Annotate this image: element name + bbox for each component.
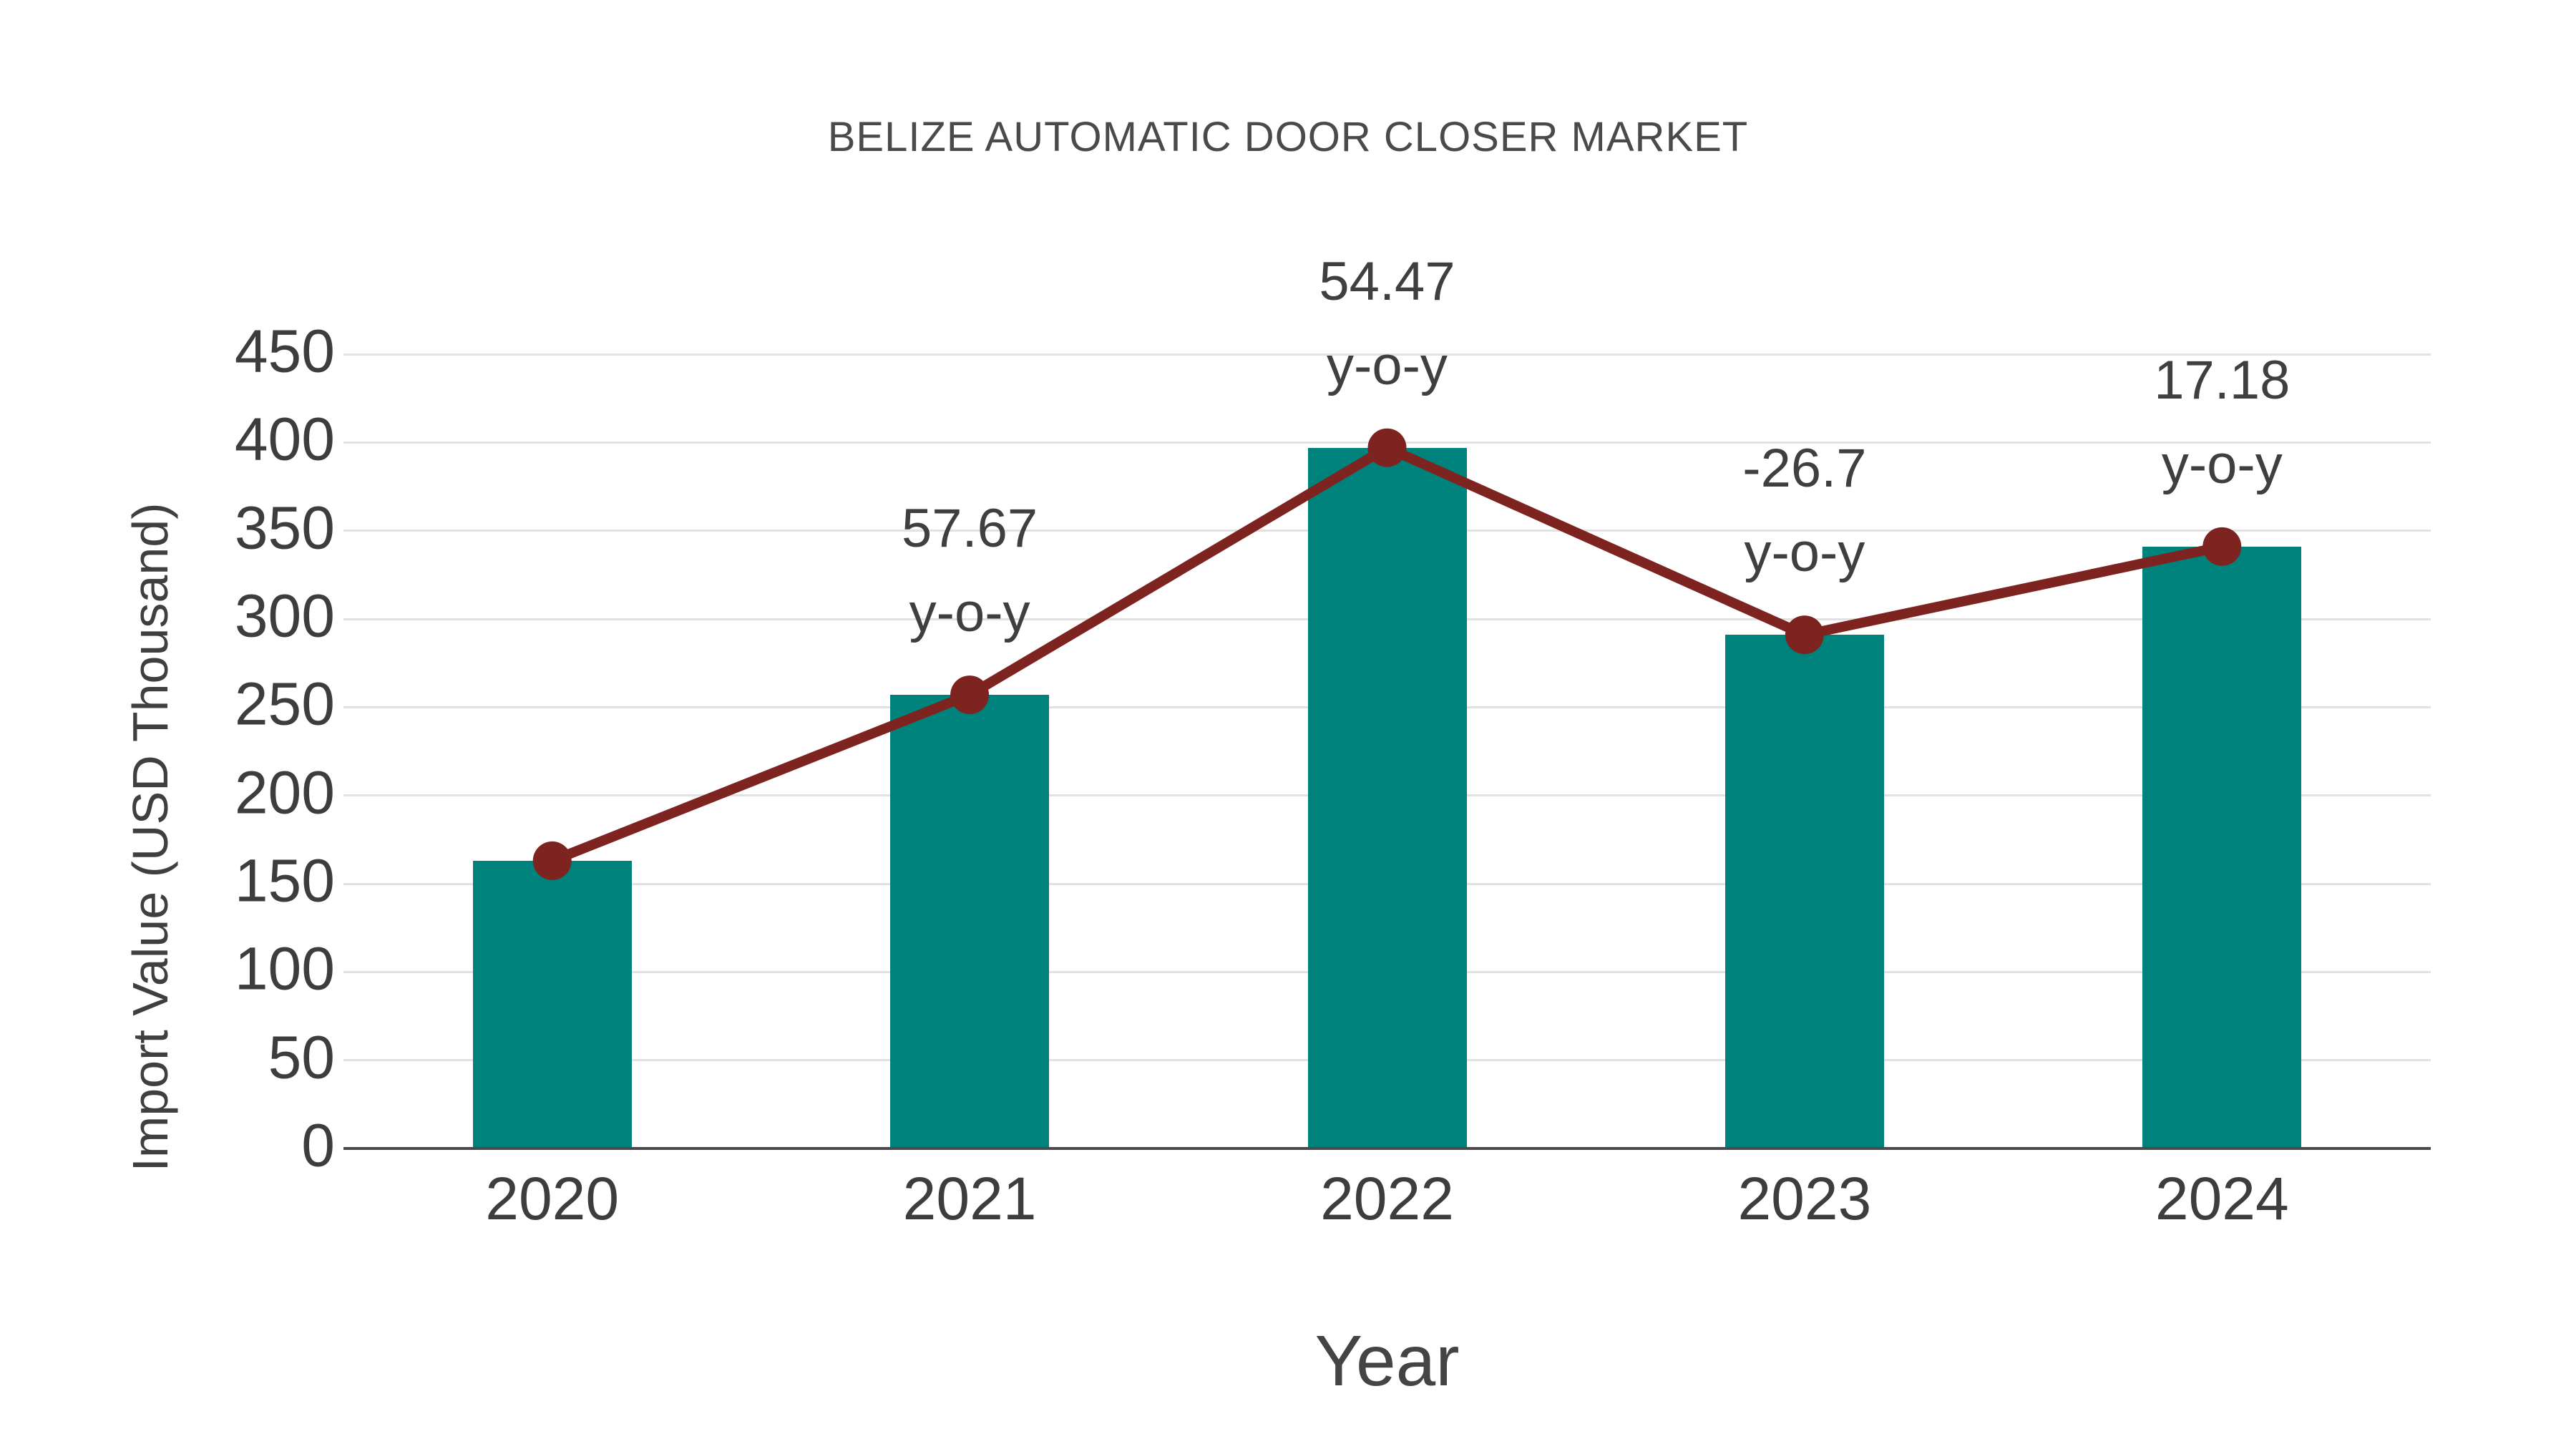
y-axis-title: Import Value (USD Thousand) <box>122 502 178 1172</box>
y-tick-label-100: 100 <box>234 935 335 1002</box>
annotation-suffix: y-o-y <box>909 582 1030 644</box>
annotation-2023: -26.7 y-o-y <box>1742 426 1866 595</box>
y-tick-label-150: 150 <box>234 847 335 914</box>
y-tick-label-350: 350 <box>234 494 335 562</box>
trend-marker-2024 <box>2202 527 2242 566</box>
y-tick-label-300: 300 <box>234 582 335 650</box>
bar-2023 <box>1724 635 1884 1148</box>
y-tick-label-450: 450 <box>234 317 335 385</box>
annotation-2024: 17.18 y-o-y <box>2154 338 2290 507</box>
annotation-2022: 54.47 y-o-y <box>1319 240 1455 409</box>
trend-marker-2022 <box>1367 428 1407 467</box>
y-tick-label-0: 0 <box>301 1111 335 1179</box>
bar-2020 <box>472 860 632 1148</box>
gridline-y-450 <box>343 353 2431 356</box>
trend-line-layer <box>532 428 2242 880</box>
x-tick-label-2024: 2024 <box>2155 1165 2289 1232</box>
x-tick-label-2021: 2021 <box>902 1165 1037 1232</box>
y-tick-label-200: 200 <box>234 758 335 826</box>
trend-marker-2023 <box>1785 615 1824 655</box>
annotation-2021: 57.67 y-o-y <box>902 487 1038 655</box>
annotation-suffix: y-o-y <box>1744 522 1865 584</box>
bar-2024 <box>2142 546 2302 1148</box>
y-tick-label-50: 50 <box>268 1023 335 1091</box>
x-tick-label-2022: 2022 <box>1320 1165 1454 1232</box>
trend-marker-2021 <box>950 675 990 715</box>
x-axis-title: Year <box>1314 1321 1460 1401</box>
annotation-suffix: y-o-y <box>2161 434 2283 495</box>
annotation-value: -26.7 <box>1742 438 1867 499</box>
bar-2021 <box>890 695 1050 1148</box>
y-tick-label-250: 250 <box>234 670 335 738</box>
y-tick-label-400: 400 <box>234 405 335 473</box>
x-tick-label-2020: 2020 <box>485 1165 620 1232</box>
annotation-value: 54.47 <box>1319 250 1455 312</box>
x-tick-label-2023: 2023 <box>1737 1165 1872 1232</box>
trend-marker-2020 <box>532 841 572 880</box>
annotation-value: 57.67 <box>902 498 1038 560</box>
bar-2022 <box>1307 447 1467 1148</box>
chart-title: BELIZE AUTOMATIC DOOR CLOSER MARKET <box>827 114 1749 160</box>
trend-line <box>547 442 2228 866</box>
annotation-value: 17.18 <box>2154 349 2290 411</box>
annotation-suffix: y-o-y <box>1327 335 1448 396</box>
x-axis-line <box>343 1147 2431 1150</box>
